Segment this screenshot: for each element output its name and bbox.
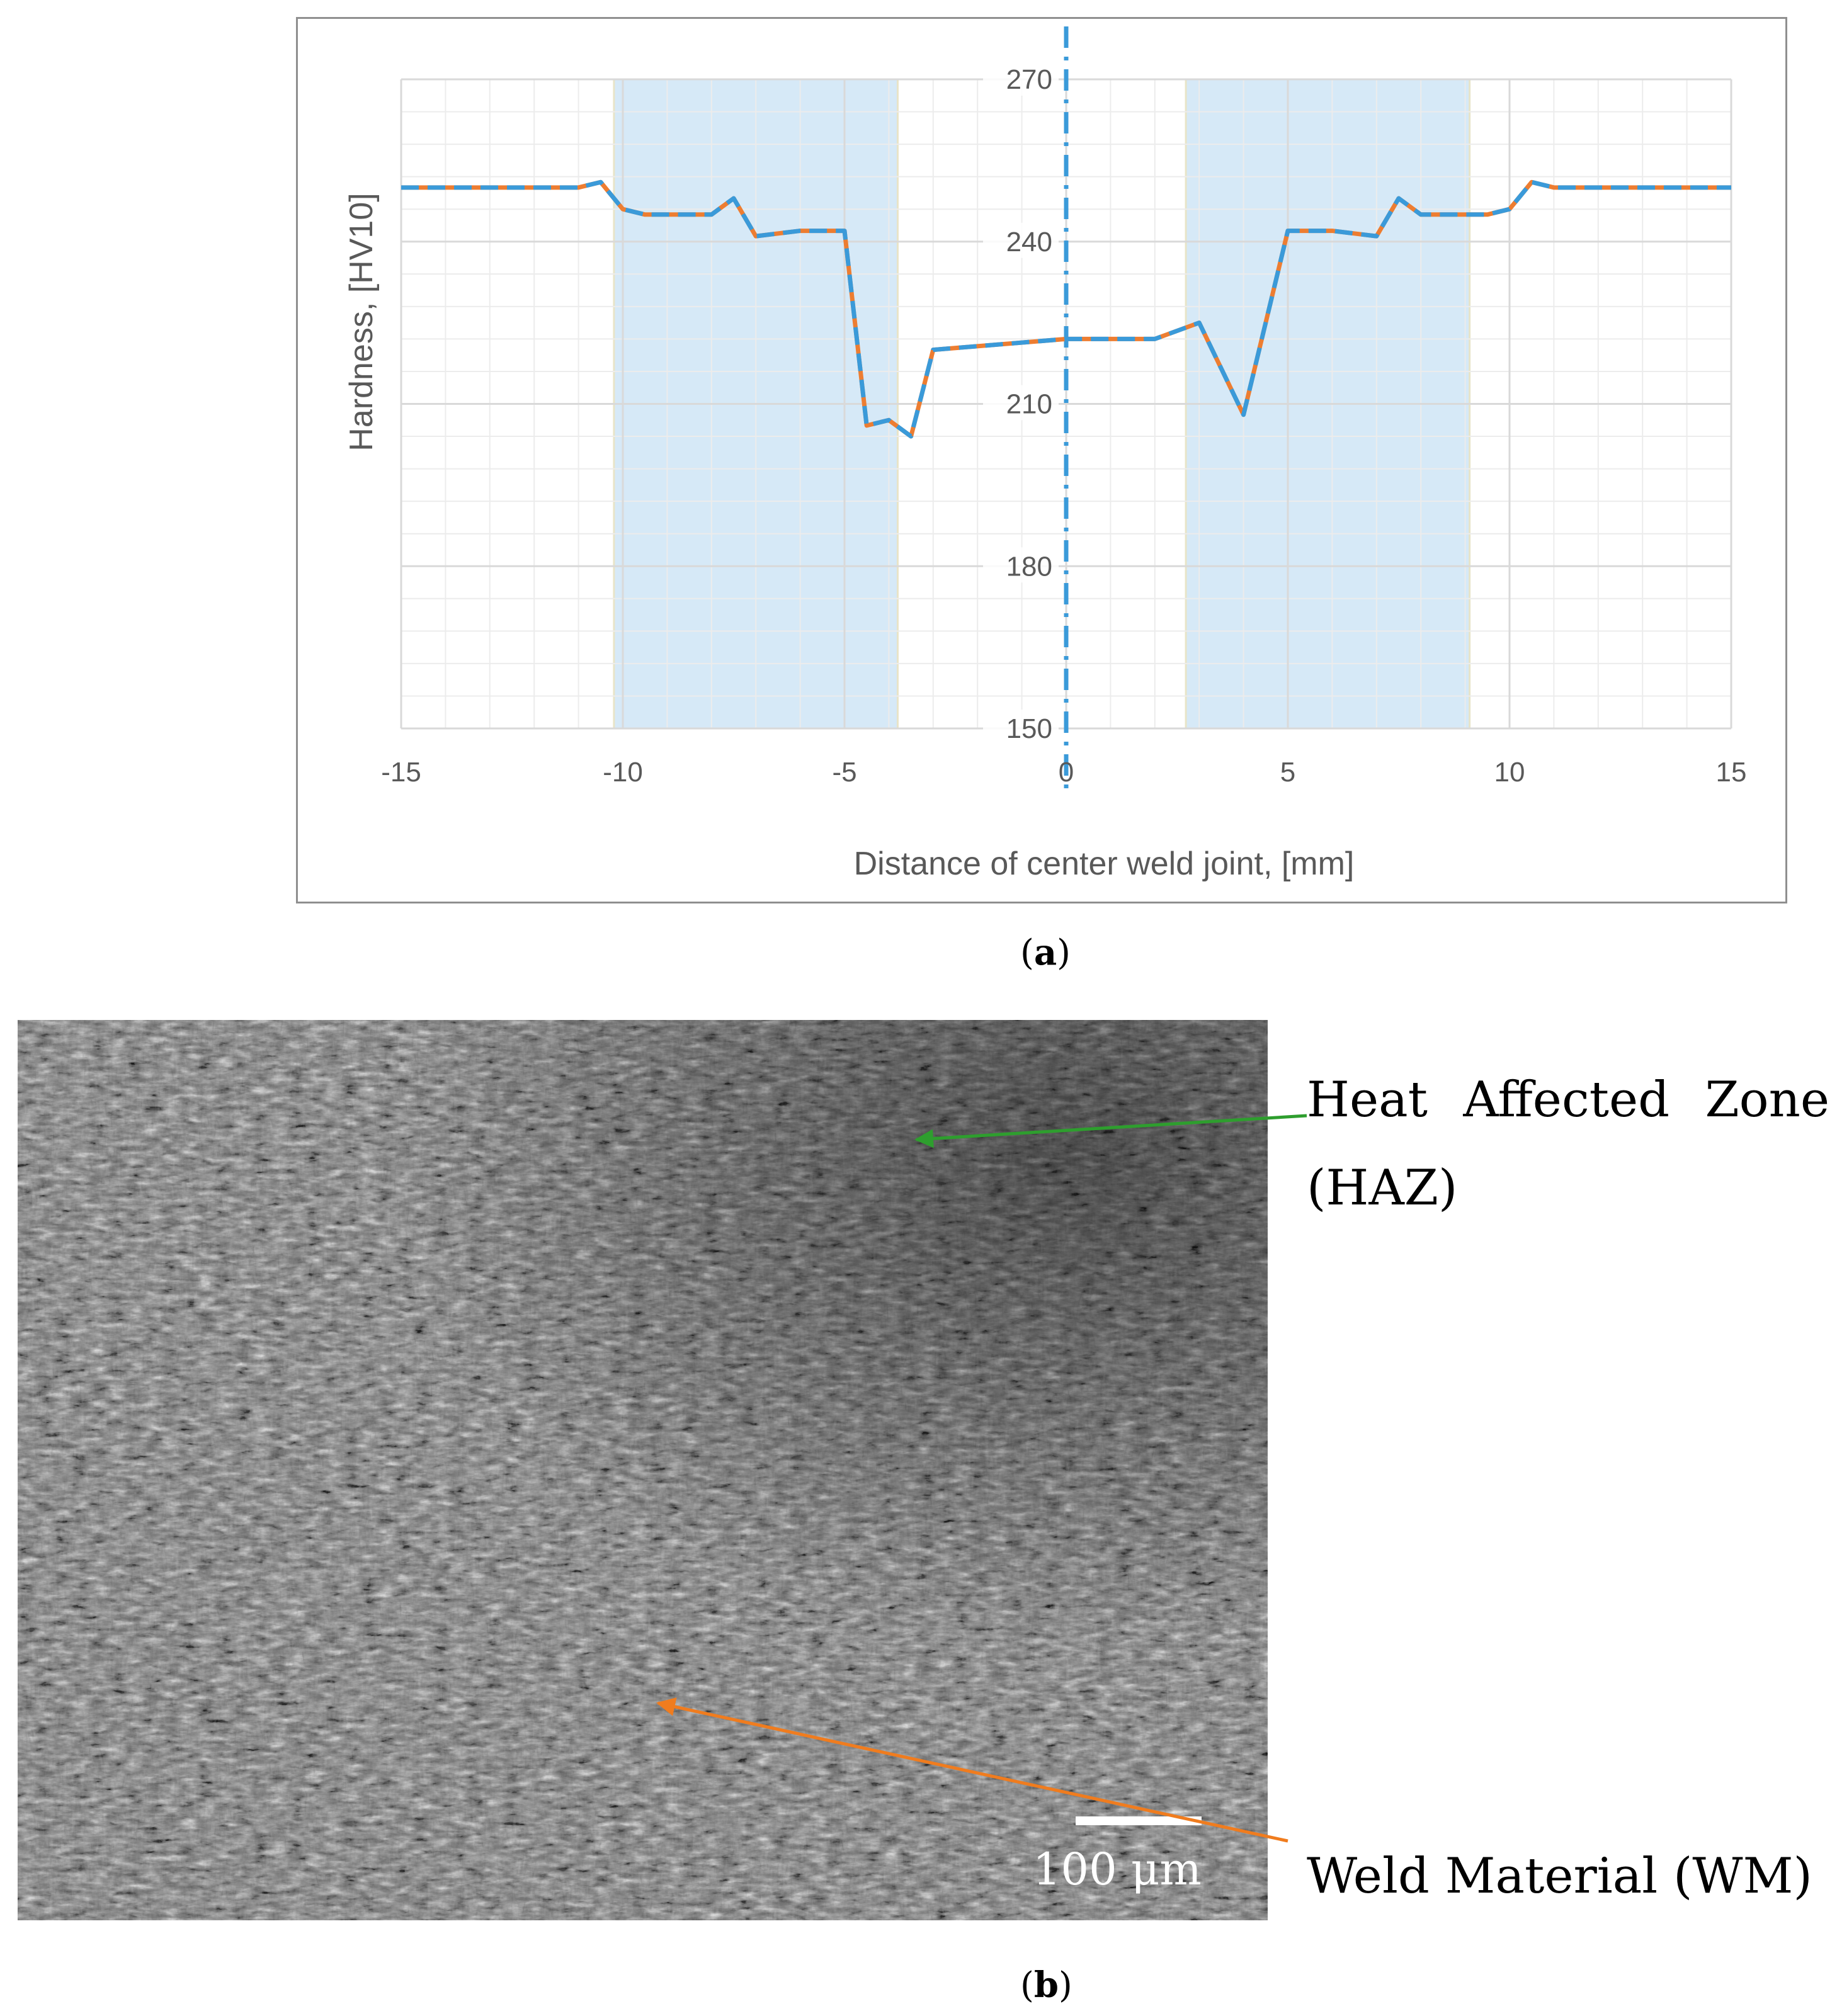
- haz-label: Heat Affected Zone: [1307, 1072, 1829, 1128]
- wm-pointer-arrow: [656, 1697, 1288, 1843]
- wm-label: Weld Material (WM): [1307, 1848, 1812, 1905]
- y-tick-label-bg: [983, 60, 1059, 96]
- hardness-series-line-blue: [401, 179, 1731, 439]
- panel-b-caption: (b): [1020, 1964, 1072, 2006]
- scale-bar-label: 100 μm: [1033, 1843, 1202, 1895]
- y-tick-label: 240: [1006, 227, 1052, 258]
- x-tick-label: 10: [1494, 757, 1525, 788]
- haz-pointer-arrow: [914, 1114, 1307, 1148]
- x-tick-label: -15: [381, 757, 421, 788]
- micrograph-texture: [18, 1020, 1268, 1920]
- y-tick-label-bg: [983, 385, 1059, 421]
- y-tick-label: 180: [1006, 551, 1052, 582]
- hardness-chart: -15 -10 -5 0 5 10 15 150 180 210 240 270 Distance o…: [343, 26, 1747, 882]
- y-tick-label: 270: [1006, 64, 1052, 95]
- y-tick-label: 210: [1006, 389, 1052, 420]
- y-tick-label-bg: [983, 222, 1059, 258]
- panel-a-caption: (a): [1020, 932, 1071, 973]
- x-tick-label: 15: [1716, 757, 1747, 788]
- y-tick-label-bg: [983, 547, 1059, 583]
- x-tick-label: 0: [1059, 757, 1074, 788]
- x-tick-label: -5: [832, 757, 856, 788]
- y-tick-label-bg: [983, 710, 1059, 745]
- scale-bar: [1076, 1816, 1202, 1825]
- micrograph-image: 100 μm: [18, 1020, 1268, 1920]
- y-axis-title: Hardness, [HV10]: [343, 193, 380, 451]
- x-tick-label: -10: [603, 757, 643, 788]
- haz-label-abbrev: (HAZ): [1307, 1160, 1458, 1216]
- x-axis-title: Distance of center weld joint, [mm]: [854, 846, 1355, 882]
- x-tick-label: 5: [1280, 757, 1295, 788]
- y-tick-label: 150: [1006, 713, 1052, 744]
- hardness-chart-frame: -15 -10 -5 0 5 10 15 150 180 210 240 270 Distance o…: [296, 17, 1787, 903]
